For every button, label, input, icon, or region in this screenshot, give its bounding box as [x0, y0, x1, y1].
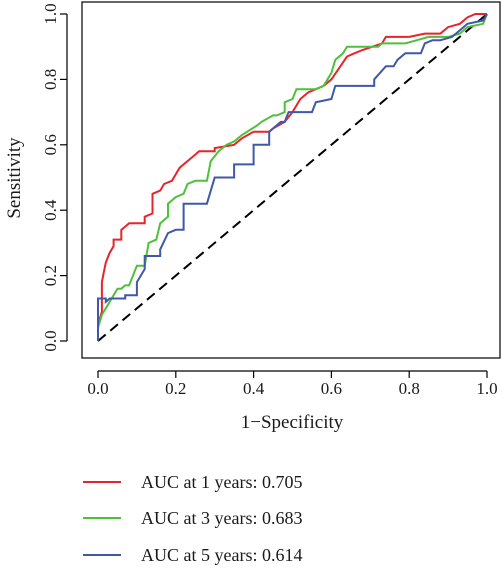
x-tick-label: 0.0 [87, 379, 108, 398]
series-3-year-line [97, 13, 488, 341]
y-axis-label: Sensitivity [4, 137, 25, 219]
y-tick-label: 0.4 [41, 199, 60, 221]
series-layer [97, 13, 488, 341]
x-axis-label: 1−Specificity [241, 412, 344, 433]
x-tick-label: 0.6 [321, 379, 342, 398]
legend: AUC at 1 years: 0.705 AUC at 3 years: 0.6… [83, 472, 302, 565]
plot-frame [81, 1, 501, 359]
x-tick-label: 0.4 [243, 379, 265, 398]
x-tick-label: 1.0 [476, 379, 497, 398]
y-tick-label: 0.8 [41, 69, 60, 90]
reference-diagonal-line [97, 13, 488, 342]
series-5-year-line [97, 13, 488, 341]
y-tick-label: 1.0 [41, 3, 60, 24]
series-3-year-legend-label: AUC at 3 years: 0.683 [141, 508, 302, 528]
y-tick-label: 0.2 [41, 265, 60, 286]
series-1-year-line [97, 13, 487, 341]
x-tick-label: 0.2 [165, 379, 186, 398]
diagonal-layer [97, 13, 488, 342]
series-5-year-legend-label: AUC at 5 years: 0.614 [141, 545, 302, 565]
y-tick-label: 0.6 [41, 134, 60, 155]
series-1-year-legend-label: AUC at 1 years: 0.705 [141, 472, 302, 492]
y-tick-label: 0.0 [41, 330, 60, 351]
y-axis: 0.0 0.2 0.4 0.6 0.8 1.0 [41, 3, 68, 352]
x-tick-label: 0.8 [399, 379, 420, 398]
x-axis: 0.0 0.2 0.4 0.6 0.8 1.0 [87, 370, 498, 398]
